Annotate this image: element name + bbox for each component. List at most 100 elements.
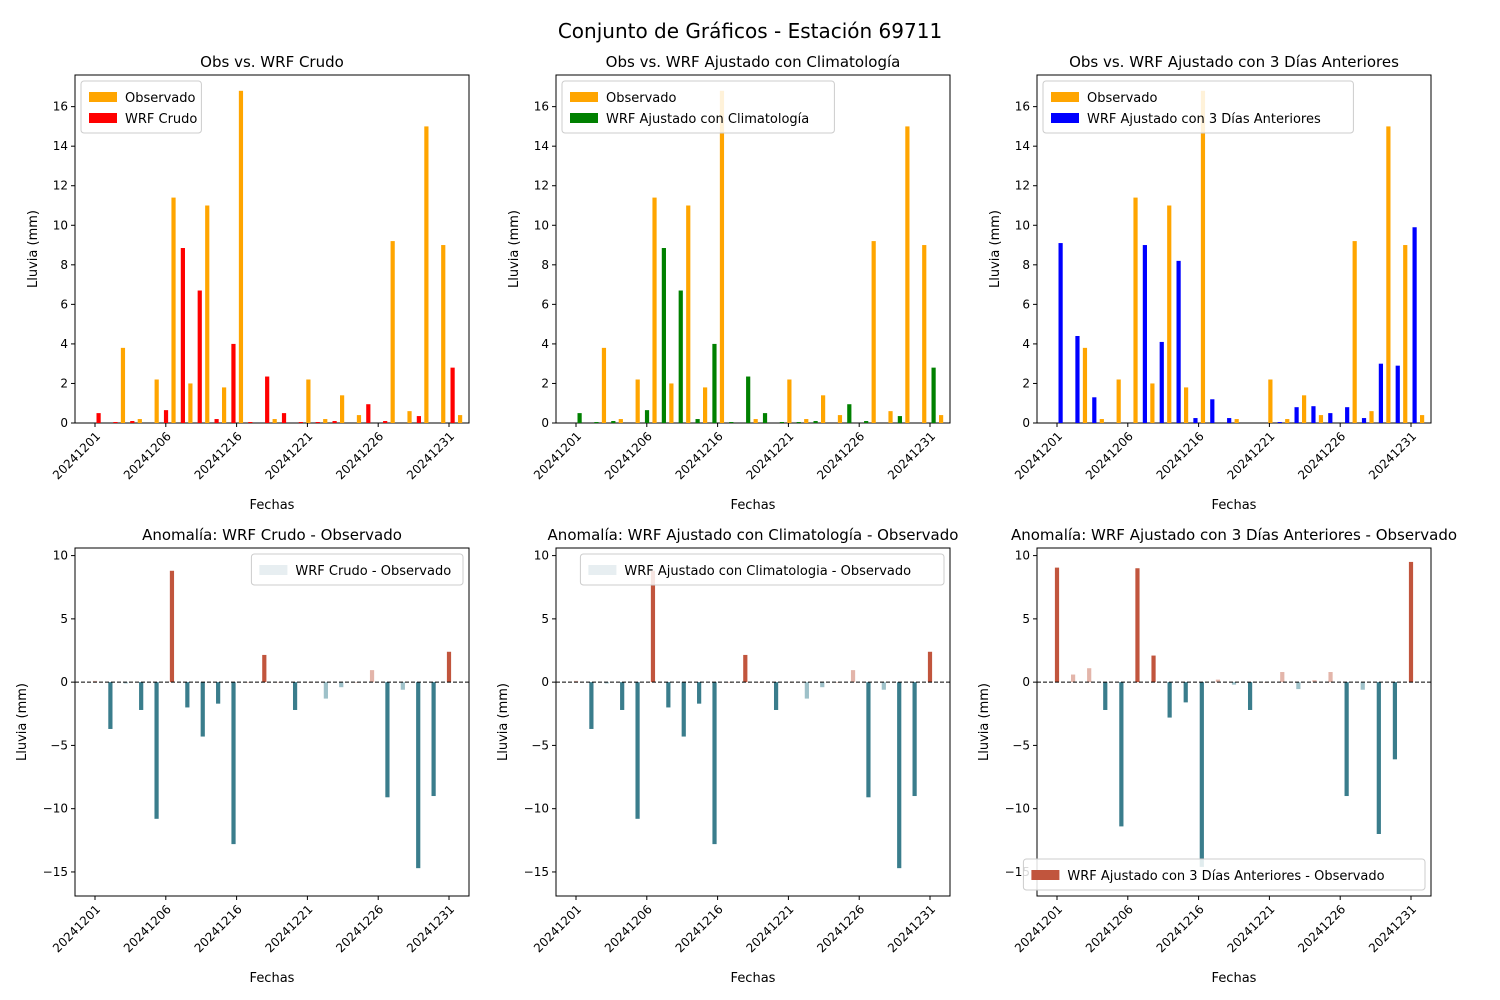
bar-observado bbox=[205, 205, 210, 423]
bar-negative bbox=[820, 682, 825, 688]
plot-frame bbox=[74, 547, 470, 897]
x-tick-label: 20241216 bbox=[673, 429, 726, 482]
bar-tres bbox=[1311, 406, 1316, 423]
bar-positive bbox=[1328, 672, 1333, 683]
bar-observado bbox=[669, 383, 674, 423]
bar-negative bbox=[1360, 682, 1365, 690]
bar-observado bbox=[635, 379, 640, 423]
y-tick-label: −10 bbox=[524, 802, 549, 816]
bar-crudo bbox=[366, 404, 371, 423]
x-tick-label: 20241226 bbox=[1295, 429, 1348, 482]
bar-positive bbox=[650, 570, 656, 683]
y-tick-label: 14 bbox=[534, 139, 549, 153]
bar-clima bbox=[864, 421, 869, 423]
bar-negative bbox=[1247, 682, 1253, 710]
x-tick-label: 20241231 bbox=[404, 902, 457, 955]
bar-observado bbox=[1167, 205, 1172, 423]
legend-swatch bbox=[1031, 870, 1060, 880]
bar-negative bbox=[1119, 682, 1124, 827]
y-tick-label: 10 bbox=[1015, 549, 1030, 563]
legend-swatch bbox=[89, 113, 117, 123]
y-tick-label: −15 bbox=[43, 865, 68, 879]
bar-observado bbox=[188, 383, 193, 423]
bar-negative bbox=[1103, 682, 1108, 710]
bar-negative bbox=[1296, 682, 1301, 690]
bar-observado bbox=[1184, 387, 1189, 423]
bar-observado bbox=[390, 241, 395, 423]
bar-observado bbox=[703, 387, 708, 423]
x-tick-label: 20241221 bbox=[743, 902, 796, 955]
bar-observado bbox=[888, 411, 893, 423]
bar-clima bbox=[594, 422, 599, 423]
bar-positive bbox=[262, 654, 267, 683]
bar-negative bbox=[1199, 682, 1204, 867]
bar-observado bbox=[719, 90, 725, 424]
bar-crudo bbox=[315, 422, 320, 423]
y-tick-label: 0 bbox=[1022, 416, 1030, 430]
bar-crudo bbox=[298, 422, 303, 423]
y-tick-label: 12 bbox=[53, 179, 68, 193]
legend-label: WRF Ajustado con Climatologia - Observad… bbox=[624, 564, 911, 579]
legend-swatch bbox=[588, 565, 617, 575]
bar-positive bbox=[835, 682, 840, 683]
y-tick-label: 0 bbox=[60, 416, 68, 430]
bar-positive bbox=[446, 651, 452, 683]
y-tick-label: 5 bbox=[1022, 612, 1030, 626]
y-axis-label: Lluvia (mm) bbox=[977, 683, 992, 761]
bar-positive bbox=[169, 570, 175, 683]
bar-observado bbox=[356, 415, 362, 423]
bar-positive bbox=[369, 670, 375, 683]
bar-crudo bbox=[416, 416, 421, 423]
x-tick-label: 20241201 bbox=[1012, 902, 1065, 955]
bar-tres bbox=[1361, 418, 1367, 423]
x-tick-label: 20241206 bbox=[121, 429, 174, 482]
bar-negative bbox=[589, 682, 594, 729]
chart-panel-1: 0 2 4 6 8 10 12 14 16 20241201 20241206 20241216 202… bbox=[26, 53, 470, 513]
bar-observado bbox=[804, 419, 809, 423]
plot-frame bbox=[555, 547, 951, 897]
bar-tres bbox=[1058, 243, 1063, 423]
y-tick-label: −5 bbox=[531, 738, 549, 752]
bar-positive bbox=[1054, 567, 1060, 683]
bar-tres bbox=[1378, 363, 1383, 423]
bar-observado bbox=[1420, 415, 1425, 423]
x-axis-label: Fechas bbox=[250, 971, 295, 986]
bar-negative bbox=[431, 682, 436, 797]
y-tick-label: 8 bbox=[60, 258, 68, 272]
bar-negative bbox=[1392, 682, 1398, 760]
bar-crudo bbox=[281, 413, 287, 423]
bar-observado bbox=[171, 197, 176, 423]
bar-observado bbox=[821, 395, 826, 423]
bar-negative bbox=[620, 682, 625, 710]
bar-negative bbox=[866, 682, 871, 798]
x-tick-label: 20241226 bbox=[1295, 902, 1348, 955]
bar-observado bbox=[1302, 395, 1307, 423]
x-tick-label: 20241221 bbox=[262, 429, 315, 482]
y-tick-label: 10 bbox=[534, 549, 549, 563]
bar-crudo bbox=[113, 422, 118, 423]
chart-title: Anomalía: WRF Ajustado con Climatología … bbox=[548, 526, 959, 544]
bar-observado bbox=[1318, 415, 1324, 423]
x-tick-label: 20241226 bbox=[333, 902, 386, 955]
x-tick-label: 20241231 bbox=[885, 429, 938, 482]
chart-panel-4: −15 −10 −5 0 5 10 20241201 20241206 20241216 2024… bbox=[15, 526, 470, 986]
legend: Observado WRF Ajustado con Climatología bbox=[561, 80, 835, 134]
bar-clima bbox=[779, 422, 784, 423]
bar-observado bbox=[753, 419, 758, 423]
bar-positive bbox=[743, 654, 748, 683]
x-tick-label: 20241226 bbox=[814, 429, 867, 482]
legend-swatch bbox=[1051, 113, 1079, 123]
y-tick-label: 0 bbox=[1022, 675, 1030, 689]
bar-observado bbox=[1285, 419, 1290, 423]
bar-crudo bbox=[180, 248, 185, 423]
bar-tres bbox=[1075, 336, 1080, 423]
bar-tres bbox=[1193, 418, 1198, 423]
bar-positive bbox=[354, 682, 359, 683]
bar-observado bbox=[323, 419, 328, 423]
bar-clima bbox=[611, 421, 616, 423]
x-axis-label: Fechas bbox=[731, 498, 776, 513]
y-tick-label: 16 bbox=[53, 100, 68, 114]
legend-label: WRF Ajustado con 3 Días Anteriores - Obs… bbox=[1067, 869, 1384, 884]
y-tick-label: 4 bbox=[60, 337, 68, 351]
y-tick-label: 12 bbox=[1015, 179, 1030, 193]
